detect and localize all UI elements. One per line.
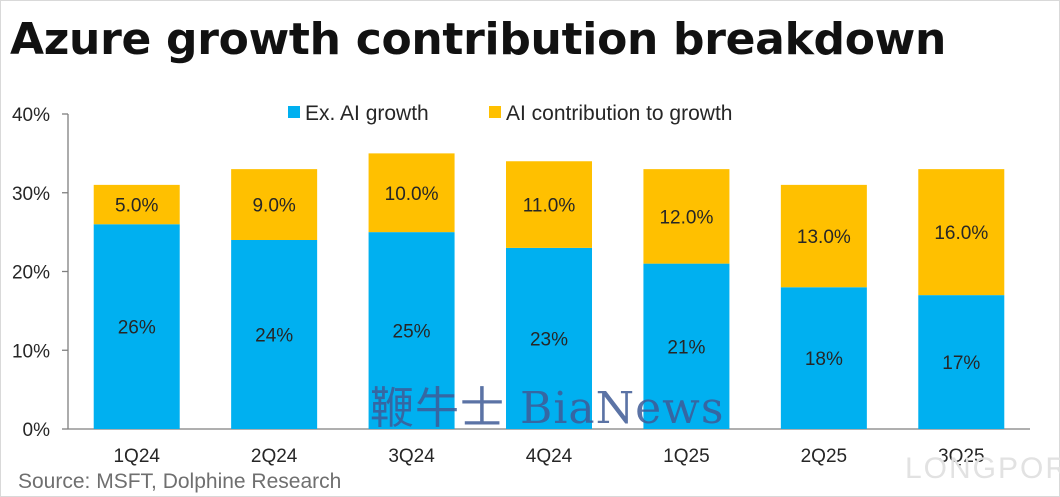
source-note: Source: MSFT, Dolphine Research	[18, 470, 342, 493]
bar-ai-contribution	[918, 169, 1005, 296]
y-tick-label: 40%	[12, 105, 50, 126]
data-label-ai: 12.0%	[659, 207, 713, 228]
data-label-ai: 10.0%	[385, 184, 439, 205]
legend-swatch	[288, 106, 300, 118]
legend-label: AI contribution to growth	[506, 102, 732, 125]
bar-ex-ai-growth	[918, 295, 1005, 429]
data-label-ex-ai: 21%	[667, 337, 705, 358]
data-label-ai: 9.0%	[252, 196, 295, 217]
bar-ai-contribution	[93, 184, 180, 225]
bar-ai-contribution	[643, 169, 730, 264]
data-label-ai: 5.0%	[115, 196, 158, 217]
bar-ex-ai-growth	[368, 232, 455, 429]
data-label-ai: 13.0%	[797, 227, 851, 248]
y-tick-label: 0%	[23, 420, 51, 441]
x-tick-label: 2Q24	[251, 446, 298, 467]
x-tick-label: 1Q24	[113, 446, 160, 467]
data-label-ex-ai: 18%	[805, 349, 843, 370]
bar-ai-contribution	[368, 153, 455, 233]
data-label-ai: 16.0%	[934, 223, 988, 244]
bar-ex-ai-growth	[506, 247, 592, 429]
x-tick-label: 2Q25	[801, 446, 847, 467]
bar-ai-contribution	[780, 184, 867, 288]
watermark-text: 鞭牛士 BiaNews	[370, 383, 725, 434]
corner-watermark: LONGPORT	[905, 452, 1060, 485]
chart-title: Azure growth contribution breakdown	[10, 14, 947, 65]
bar-ai-contribution	[506, 161, 592, 248]
data-label-ex-ai: 23%	[530, 329, 568, 350]
data-label-ai: 11.0%	[523, 196, 576, 217]
data-label-ex-ai: 26%	[118, 318, 156, 339]
bar-ex-ai-growth	[780, 287, 867, 429]
legend-label: Ex. AI growth	[305, 102, 429, 125]
bar-ex-ai-growth	[231, 240, 318, 429]
y-tick-label: 20%	[12, 263, 50, 284]
x-tick-label: 4Q24	[526, 446, 573, 467]
data-label-ex-ai: 24%	[255, 326, 293, 347]
legend-swatch	[489, 106, 501, 118]
x-tick-label: 3Q25	[938, 446, 984, 467]
y-tick-label: 30%	[12, 184, 50, 205]
bar-ex-ai-growth	[93, 224, 180, 429]
data-label-ex-ai: 25%	[393, 322, 431, 343]
x-tick-label: 3Q24	[388, 446, 435, 467]
bar-ex-ai-growth	[643, 263, 730, 429]
bar-ai-contribution	[231, 169, 318, 240]
data-label-ex-ai: 17%	[942, 353, 980, 374]
y-tick-label: 10%	[12, 341, 50, 362]
x-tick-label: 1Q25	[663, 446, 709, 467]
